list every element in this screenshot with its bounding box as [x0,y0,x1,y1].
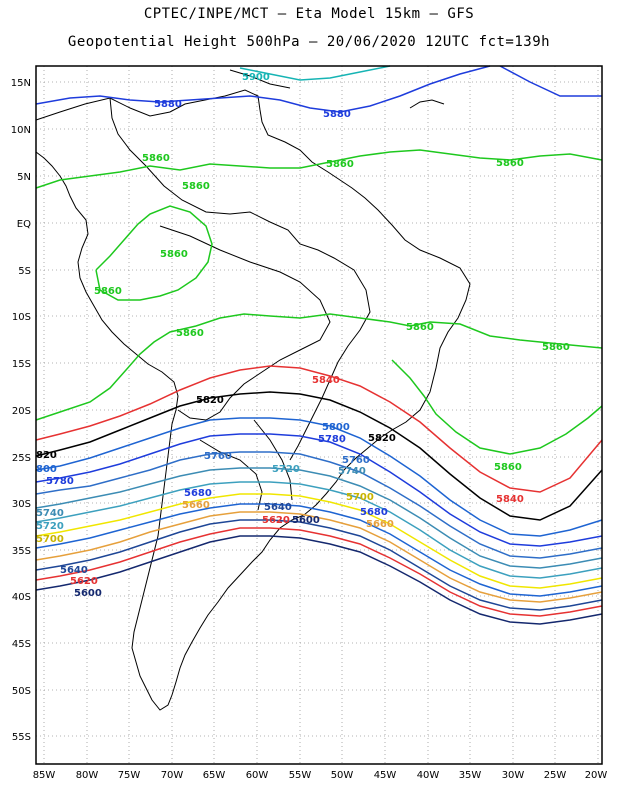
map-title: CPTEC/INPE/MCT – Eta Model 15km – GFS [143,6,475,22]
contour-5840 [35,365,603,493]
lat-tick: 5S [18,266,31,277]
lon-tick: 85W [33,770,56,781]
contour-label: 5680 [184,488,212,499]
contour-label: 5760 [342,455,370,466]
lon-tick: 55W [289,770,312,781]
lon-tick: 75W [118,770,141,781]
contour-5860-south [35,313,603,421]
map-frame [35,65,603,765]
contour-5820 [35,391,603,521]
lon-tick: 35W [459,770,482,781]
lon-tick: 50W [331,770,354,781]
contour-label: 5860 [494,462,522,473]
contour-5660 [35,511,603,603]
lat-tick: 30S [12,499,31,510]
contour-label: 5640 [60,565,88,576]
contour-label: 5700 [346,492,374,503]
contour-5680 [35,503,603,597]
lat-tick: 25S [12,453,31,464]
contour-label: 800 [36,464,57,475]
lon-tick: 45W [374,770,397,781]
lat-tick: 10N [11,125,31,136]
gridlines [36,66,602,764]
lon-tick: 40W [417,770,440,781]
contour-label: 5620 [262,515,290,526]
contour-label: 5880 [323,109,351,120]
lon-tick: 80W [76,770,99,781]
contour-label: 5720 [272,464,300,475]
lat-tick: 50S [12,686,31,697]
lon-tick: 60W [246,770,269,781]
contour-labels: 5900 5880 5880 5860 5860 5860 5860 5860 … [36,72,570,599]
lat-tick: 35S [12,546,31,557]
contour-label: 5740 [36,508,64,519]
coastlines [35,69,471,711]
lat-tick: 45S [12,639,31,650]
contour-5900 [239,65,391,81]
contour-label: 5840 [312,375,340,386]
contour-label: 5800 [322,422,350,433]
lat-tick: 15S [12,359,31,370]
contour-label: 5760 [204,451,232,462]
contour-label: 5600 [292,515,320,526]
contour-5880-north [35,65,491,113]
contour-label: 5640 [264,502,292,513]
lat-ticks: 15N 10N 5N EQ 5S 10S 15S 20S 25S 30S 35S… [11,78,31,743]
contour-5720 [35,481,603,579]
map-subtitle: Geopotential Height 500hPa – 20/06/2020 … [67,34,551,50]
contour-label: 5740 [338,466,366,477]
contour-5860-north [35,149,603,189]
contour-label: 5860 [542,342,570,353]
contour-label: 5820 [368,433,396,444]
lat-tick: EQ [17,219,31,230]
contour-5700 [35,493,603,589]
contour-label: 5780 [318,434,346,445]
contours [35,65,603,625]
lat-tick: 20S [12,406,31,417]
lat-tick: 40S [12,592,31,603]
lat-tick: 10S [12,312,31,323]
contour-label: 5820 [196,395,224,406]
contour-label: 5600 [74,588,102,599]
lat-tick: 5N [17,172,31,183]
contour-5760 [35,451,603,559]
contour-label: 5620 [70,576,98,587]
lat-tick: 15N [11,78,31,89]
contour-5600 [35,535,603,625]
contour-label: 5860 [326,159,354,170]
contour-5780 [35,433,603,547]
contour-5860-east [391,359,603,455]
contour-label: 5660 [366,519,394,530]
contour-label: 5860 [176,328,204,339]
contour-5640 [35,519,603,611]
lat-tick: 55S [12,732,31,743]
contour-label: 5700 [36,534,64,545]
lon-tick: 30W [502,770,525,781]
contour-label: 820 [36,450,57,461]
contour-label: 5680 [360,507,388,518]
contour-label: 5860 [142,153,170,164]
contour-label: 5880 [154,99,182,110]
lon-ticks: 85W 80W 75W 70W 65W 60W 55W 50W 45W 40W … [33,770,608,781]
lon-tick: 20W [585,770,608,781]
contour-label: 5860 [496,158,524,169]
contour-label: 5860 [406,322,434,333]
lon-tick: 65W [203,770,226,781]
contour-label: 5860 [160,249,188,260]
contour-label: 5860 [182,181,210,192]
contour-label: 5860 [94,286,122,297]
contour-5860-loop [95,205,213,301]
contour-label: 5900 [242,72,270,83]
contour-label: 5840 [496,494,524,505]
contour-5800 [35,417,603,537]
contour-5620 [35,527,603,617]
lon-tick: 70W [161,770,184,781]
contour-label: 5780 [46,476,74,487]
lon-tick: 25W [544,770,567,781]
contour-5880-east [499,65,602,97]
contour-label: 5660 [182,500,210,511]
contour-5740 [35,467,603,569]
contour-label: 5720 [36,521,64,532]
